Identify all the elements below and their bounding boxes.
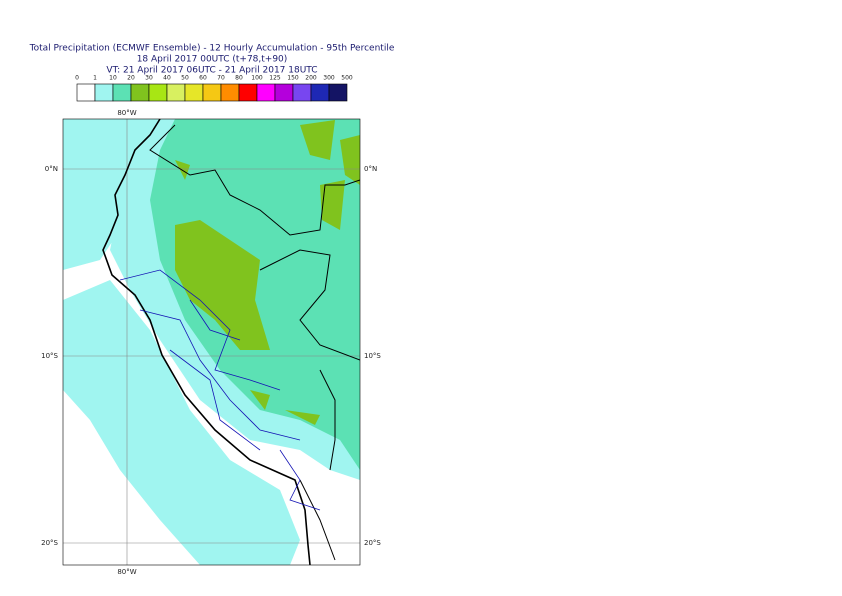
legend-swatch xyxy=(94,83,114,102)
lat-label: 20°S xyxy=(41,539,58,547)
lon-label: 80°W xyxy=(117,109,136,117)
legend-swatch xyxy=(328,83,348,102)
precip-area xyxy=(175,220,270,350)
legend-swatch xyxy=(76,83,96,102)
legend-label: 0 xyxy=(75,75,79,82)
lat-label: 0°N xyxy=(364,165,377,173)
legend-label: 1 xyxy=(93,75,97,82)
precip-area xyxy=(63,280,300,565)
legend-label: 60 xyxy=(199,75,207,82)
legend-swatch xyxy=(166,83,186,102)
legend-swatch xyxy=(148,83,168,102)
coastline xyxy=(102,119,311,565)
border xyxy=(149,124,360,561)
legend-label: 30 xyxy=(145,75,153,82)
legend-label: 150 xyxy=(287,75,299,82)
legend-swatch xyxy=(220,83,240,102)
lat-label: 20°S xyxy=(364,539,381,547)
legend-label: 300 xyxy=(323,75,335,82)
legend: 0 1 10 20 30 40 50 60 70 80 100 125 150 200 300 500 xyxy=(75,75,353,102)
legend-label: 40 xyxy=(163,75,171,82)
legend-label: 500 xyxy=(341,75,353,82)
lat-label: 10°S xyxy=(41,352,58,360)
map-frame xyxy=(62,118,361,566)
lon-label: 80°W xyxy=(117,568,136,576)
lat-label: 10°S xyxy=(364,352,381,360)
legend-label: 125 xyxy=(269,75,281,82)
legend-swatch xyxy=(238,83,258,102)
lat-label: 0°N xyxy=(45,165,58,173)
legend-swatch xyxy=(202,83,222,102)
subtitle: VT: 21 April 2017 06UTC - 21 April 2017 … xyxy=(106,66,317,76)
legend-label: 20 xyxy=(127,75,135,82)
precip-area xyxy=(175,120,360,425)
region-border xyxy=(119,269,321,511)
legend-label: 10 xyxy=(109,75,117,82)
legend-label: 70 xyxy=(217,75,225,82)
legend-label: 80 xyxy=(235,75,243,82)
legend-swatch xyxy=(184,83,204,102)
legend-label: 50 xyxy=(181,75,189,82)
legend-swatch xyxy=(274,83,294,102)
legend-swatch xyxy=(256,83,276,102)
title: Total Precipitation (ECMWF Ensemble) - 1… xyxy=(29,44,395,54)
legend-label: 200 xyxy=(305,75,317,82)
subtitle: 18 April 2017 00UTC (t+78,t+90) xyxy=(137,55,288,65)
legend-swatch xyxy=(292,83,312,102)
legend-label: 100 xyxy=(251,75,263,82)
map: 80°W 80°W 0°N 0°N 10°S 10°S 20°S 20°S xyxy=(41,109,381,576)
legend-swatch xyxy=(112,83,132,102)
legend-swatch xyxy=(130,83,150,102)
legend-swatch xyxy=(310,83,330,102)
